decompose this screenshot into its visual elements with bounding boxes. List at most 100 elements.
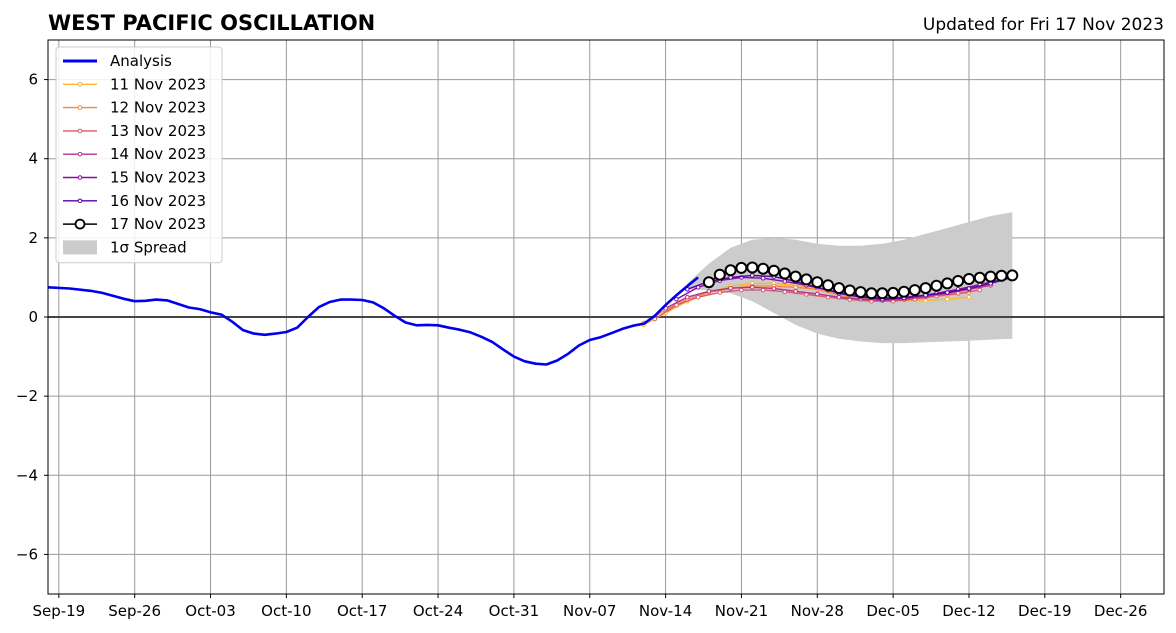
legend: Analysis 11 Nov 2023 12 Nov 2023 13 Nov 202…: [55, 46, 223, 264]
x-tick-label: Nov-21: [715, 602, 768, 620]
legend-label: Analysis: [110, 52, 172, 70]
x-tick-label: Sep-19: [32, 602, 85, 620]
analysis-line: [47, 276, 699, 366]
legend-label: 12 Nov 2023: [110, 99, 206, 117]
legend-marker: [77, 128, 83, 134]
series-point: [750, 285, 755, 290]
x-tick-label: Oct-03: [185, 602, 235, 620]
y-tick-label: −4: [16, 466, 38, 484]
series-point: [995, 269, 1008, 282]
x-tick-label: Dec-05: [866, 602, 920, 620]
legend-marker: [77, 175, 83, 180]
legend-item: Analysis: [63, 52, 172, 70]
series-point: [717, 290, 723, 295]
legend-marker: [77, 198, 83, 204]
series-point: [811, 276, 824, 289]
x-tick-label: Dec-12: [942, 602, 996, 620]
y-tick-label: −6: [16, 545, 38, 563]
legend-item: 12 Nov 2023: [63, 99, 206, 117]
legend-label: 15 Nov 2023: [110, 169, 206, 187]
series-layer: [641, 261, 1019, 328]
forecast-series: [702, 261, 1019, 300]
y-tick-label: 0: [28, 308, 38, 326]
x-tick-label: Nov-14: [639, 602, 692, 620]
series-point: [685, 294, 690, 300]
series-point: [735, 261, 748, 274]
legend-label: 13 Nov 2023: [110, 122, 206, 140]
spread-band-layer: [687, 212, 1013, 344]
axes: Sep-19 Sep-26 Oct-03 Oct-10 Oct-17 Oct-24 Oct-…: [16, 39, 1165, 620]
x-tick-label: Oct-17: [337, 602, 387, 620]
x-tick-label: Oct-24: [413, 602, 463, 620]
series-point: [945, 290, 950, 295]
legend-label: 14 Nov 2023: [110, 145, 206, 163]
series-point: [767, 264, 780, 277]
legend-item: 15 Nov 2023: [63, 169, 206, 187]
series-point: [930, 279, 943, 292]
series-point: [836, 294, 842, 300]
series-point: [833, 282, 845, 295]
series-point: [793, 289, 798, 294]
series-point: [728, 285, 733, 291]
x-tick-label: Nov-07: [563, 602, 616, 620]
series-point: [706, 289, 712, 294]
legend-label: 16 Nov 2023: [110, 192, 206, 210]
x-tick-label: Oct-10: [261, 602, 311, 620]
legend-box: [55, 46, 223, 264]
legend-item: 11 Nov 2023: [63, 75, 206, 93]
series-point: [865, 287, 878, 300]
legend-marker: [74, 218, 86, 230]
series-point: [739, 287, 744, 293]
series-point: [966, 294, 972, 300]
series-point: [724, 264, 737, 277]
series-point: [789, 270, 802, 283]
legend-item: 17 Nov 2023: [63, 215, 206, 233]
series-point: [713, 268, 726, 281]
legend-swatch: [63, 240, 97, 255]
series-point: [695, 294, 701, 300]
series-point: [778, 267, 791, 280]
series-point: [800, 273, 813, 286]
series-point: [854, 286, 867, 299]
x-tick-label: Dec-26: [1094, 602, 1148, 620]
x-tick-label: Sep-26: [108, 602, 161, 620]
series-point: [966, 286, 972, 291]
series-point: [815, 291, 820, 297]
series-point: [760, 287, 766, 293]
x-tick-label: Oct-31: [489, 602, 539, 620]
series-point: [908, 284, 921, 297]
series-point: [750, 273, 755, 278]
spread-band: [687, 212, 1013, 344]
plot-frame: [47, 39, 1165, 595]
series-point: [919, 282, 932, 295]
legend-label: 17 Nov 2023: [110, 215, 206, 233]
series-point: [876, 287, 889, 300]
legend-item: 14 Nov 2023: [63, 145, 206, 163]
series-point: [941, 277, 954, 290]
y-tick-label: 2: [28, 229, 38, 247]
series-point: [782, 279, 788, 284]
series-point: [771, 286, 777, 291]
chart-subtitle: Updated for Fri 17 Nov 2023: [923, 15, 1164, 35]
series-point: [952, 275, 965, 287]
y-tick-label: 4: [28, 150, 38, 168]
y-tick-label: 6: [28, 71, 38, 89]
series-point: [887, 286, 900, 299]
legend-label: 1σ Spread: [110, 238, 187, 256]
chart-title: WEST PACIFIC OSCILLATION: [48, 11, 375, 35]
series-point: [898, 285, 910, 298]
x-tick-label: Dec-19: [1018, 602, 1072, 620]
series-point: [984, 270, 997, 283]
series-point: [1006, 269, 1019, 282]
series-point: [746, 261, 759, 274]
series-point: [760, 275, 766, 281]
series-point: [843, 284, 856, 297]
series-point: [973, 271, 986, 284]
legend-marker: [77, 151, 83, 157]
series-point: [822, 279, 835, 292]
y-tick-label: −2: [16, 387, 38, 405]
x-tick-label: Nov-28: [791, 602, 844, 620]
legend-item: 13 Nov 2023: [63, 122, 206, 140]
legend-marker: [77, 82, 83, 87]
